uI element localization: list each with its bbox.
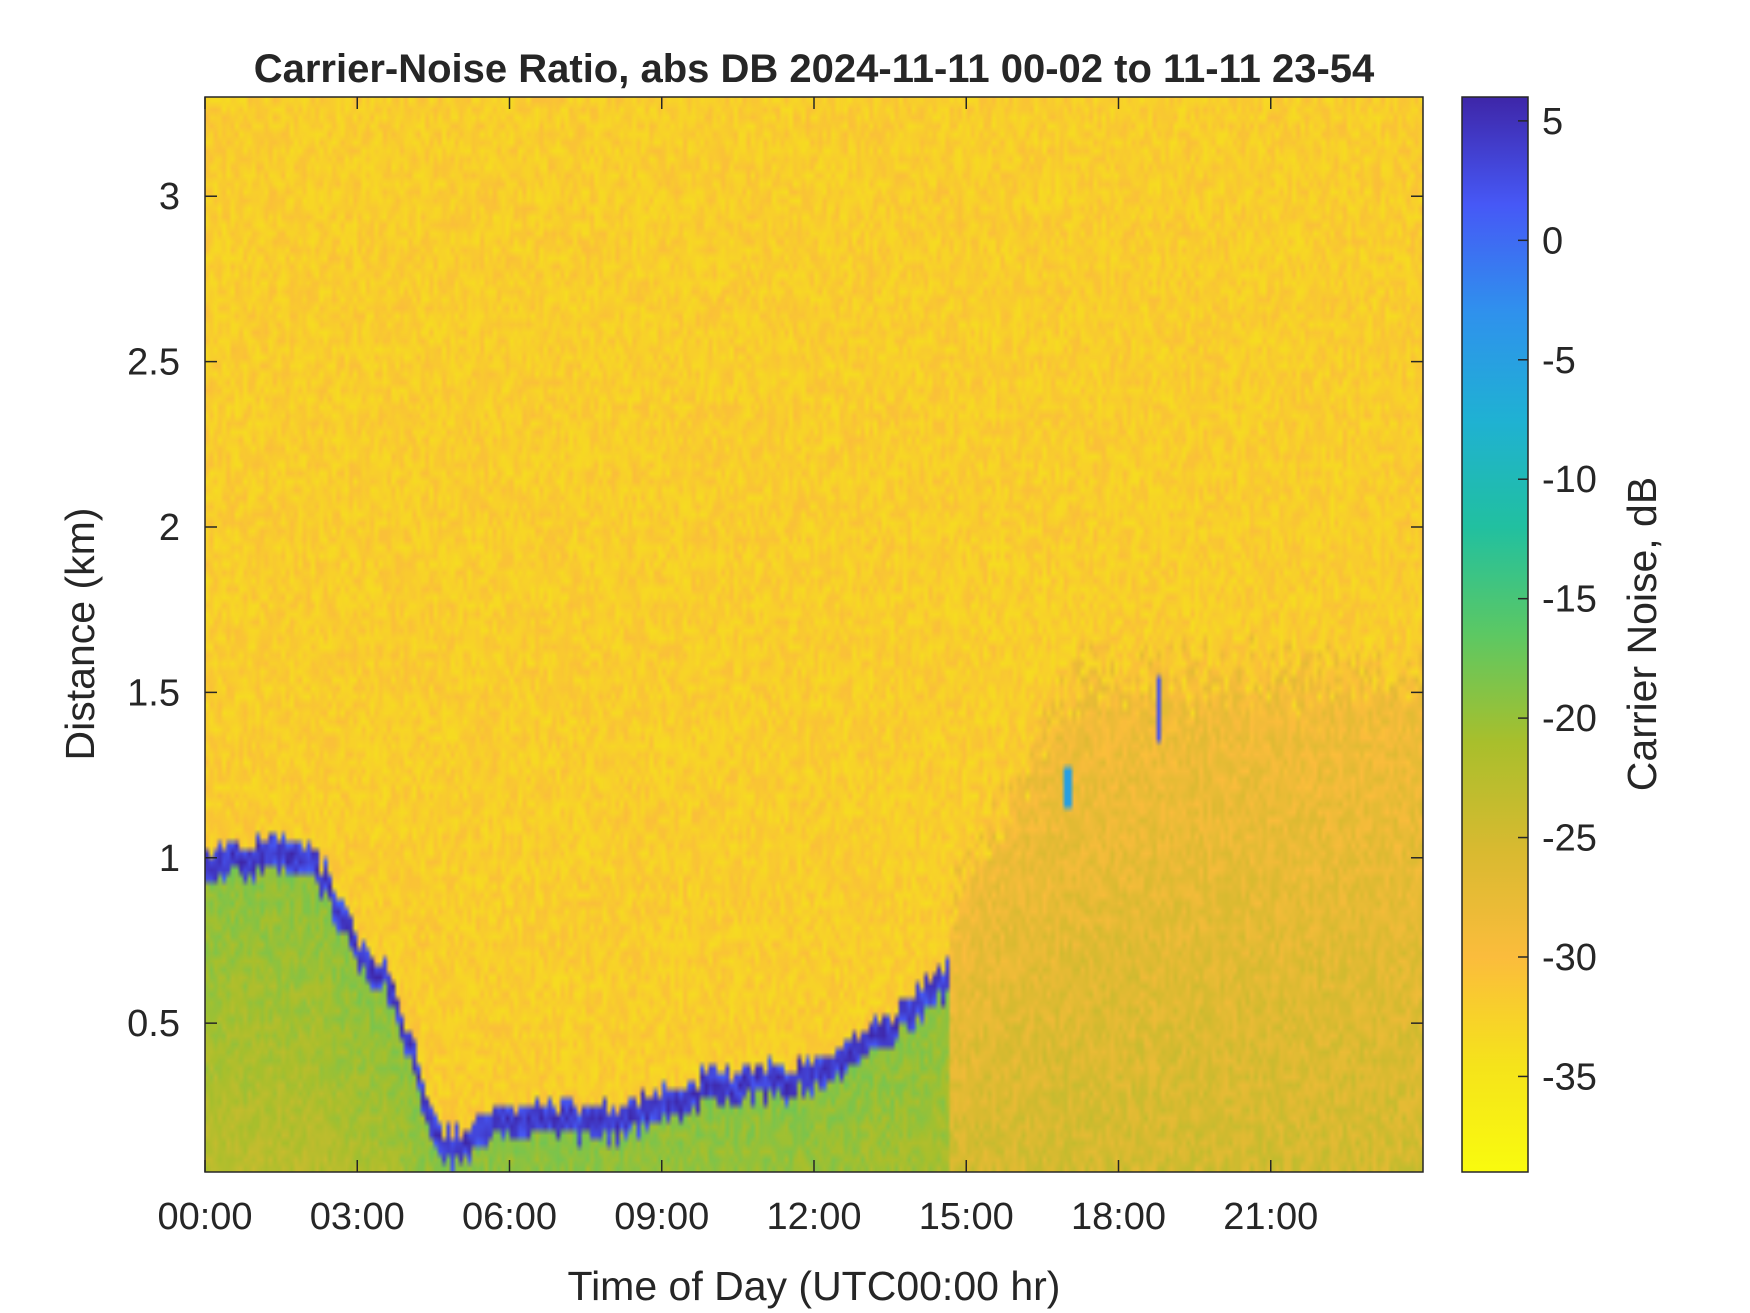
x-tick-label: 15:00 [919, 1196, 1014, 1238]
y-tick-label: 0.5 [127, 1003, 180, 1045]
heatmap-raster [205, 97, 1423, 1172]
heatmap-plot-area [205, 97, 1423, 1172]
x-axis: 00:00 03:00 06:00 09:00 12:00 15:00 18:00 21:00 [157, 97, 1318, 1238]
x-tick-label: 06:00 [462, 1196, 557, 1238]
y-tick-label: 1 [159, 838, 180, 880]
colorbar: 5 0 -5 -10 -15 -20 -25 -30 -35 [1461, 96, 1597, 1173]
x-tick-label: 21:00 [1223, 1196, 1318, 1238]
colorbar-tick-label: 5 [1542, 101, 1563, 143]
colorbar-tick-label: -15 [1542, 579, 1597, 621]
x-tick-label: 12:00 [766, 1196, 861, 1238]
y-tick-label: 2 [159, 507, 180, 549]
x-tick-label: 09:00 [614, 1196, 709, 1238]
x-tick-label: 18:00 [1071, 1196, 1166, 1238]
colorbar-tick-label: -25 [1542, 818, 1597, 860]
y-tick-label: 1.5 [127, 672, 180, 714]
y-axis-label: Distance (km) [57, 508, 103, 761]
x-tick-label: 03:00 [310, 1196, 405, 1238]
colorbar-tick-label: -20 [1542, 698, 1597, 740]
chart-title: Carrier-Noise Ratio, abs DB 2024-11-11 0… [254, 47, 1375, 91]
colorbar-tick-label: -30 [1542, 937, 1597, 979]
y-tick-label: 3 [159, 176, 180, 218]
colorbar-tick-label: -5 [1542, 340, 1576, 382]
y-tick-label: 2.5 [127, 342, 180, 384]
x-tick-label: 00:00 [157, 1196, 252, 1238]
colorbar-tick-label: 0 [1542, 220, 1563, 262]
colorbar-tick-label: -10 [1542, 459, 1597, 501]
colorbar-gradient [1461, 96, 1529, 1173]
colorbar-label: Carrier Noise, dB [1619, 477, 1665, 791]
x-axis-label: Time of Day (UTC00:00 hr) [568, 1263, 1061, 1309]
y-axis: 0.5 1 1.5 2 2.5 3 [127, 176, 1423, 1045]
colorbar-tick-label: -35 [1542, 1056, 1597, 1098]
